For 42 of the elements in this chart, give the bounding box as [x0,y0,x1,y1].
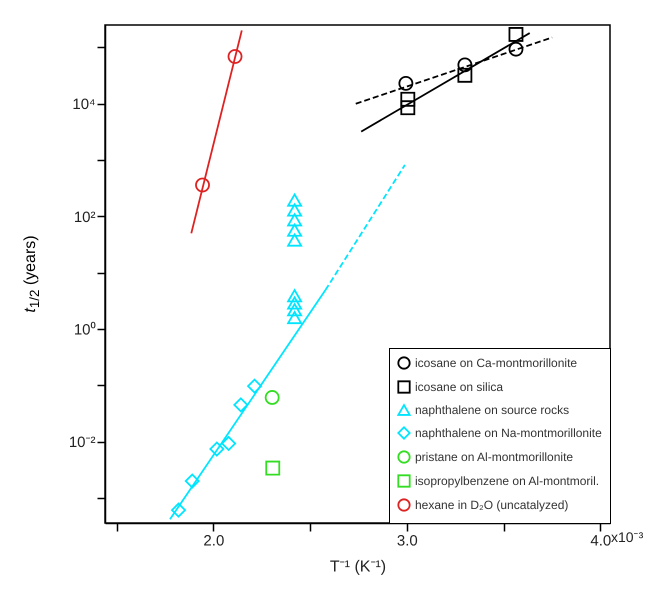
point [287,303,302,316]
legend-label: isopropylbenzene on Al-montmoril. [415,474,600,488]
point [247,378,262,394]
y-tick-label: 10⁴ [72,96,96,114]
point [457,57,472,72]
point [264,390,280,405]
x-tick-label: 3.0 [396,532,418,550]
legend-label: icosane on silica [415,380,504,394]
point [265,460,280,476]
x-tick-label: 2.0 [203,532,224,550]
point [171,502,186,518]
point [400,92,416,107]
point [508,27,524,42]
point [184,474,200,488]
point [221,436,236,451]
text: x10⁻³ [611,528,644,546]
point [287,203,302,217]
point [508,42,524,57]
point [195,178,210,192]
legend-label: icosane on Ca-montmorillonite [415,356,578,370]
point [287,194,302,207]
legend-label: naphthalene on source rocks [415,403,570,417]
legend-label: hexane in D₂O (uncatalyzed) [415,498,568,512]
point [287,296,302,310]
x-axis-title: T⁻¹ (K⁻¹) [330,558,386,576]
point [287,289,302,302]
point [228,49,242,64]
point [287,213,302,226]
legend-label: pristane on Al-montmorillonite [415,450,574,464]
point [400,100,416,116]
point [398,76,414,91]
point [287,234,302,247]
y-tick-label: 10⁰ [74,322,96,339]
x-tick-label: 4.0 [590,532,612,550]
y-tick-label: 10⁻² [68,434,96,452]
point [457,68,472,83]
point [287,310,302,324]
legend-label: naphthalene on Na-montmorillonite [415,426,602,440]
point [209,442,224,456]
point [287,224,302,237]
y-tick-label: 10² [74,208,96,226]
point [233,397,248,412]
